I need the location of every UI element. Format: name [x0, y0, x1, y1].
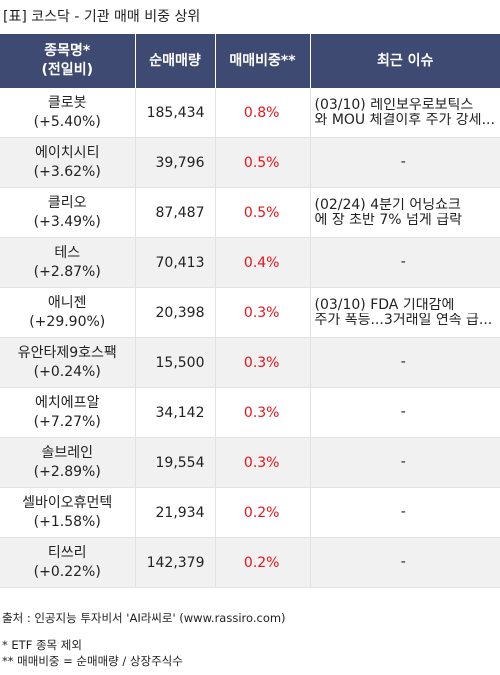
trading-ratio: 0.3%	[214, 387, 310, 438]
net-volume: 185,434	[134, 88, 215, 138]
stock-name: 에이치시티	[35, 144, 100, 161]
stock-change: (+3.62%)	[33, 163, 101, 180]
recent-issue: -	[309, 537, 500, 588]
stock-name-cell: 클리오 (+3.49%)	[0, 187, 135, 238]
table-row: 테스 (+2.87%) 70,413 0.4% -	[0, 237, 500, 288]
source-note: 출처 : 인공지능 투자비서 'AI라씨로' (www.rassiro.com)	[2, 611, 286, 625]
recent-issue: -	[309, 337, 500, 388]
stock-change: (+2.87%)	[33, 263, 101, 280]
stock-name: 유안타제9호스팩	[17, 344, 117, 361]
stock-name-cell: 유안타제9호스팩 (+0.24%)	[0, 337, 135, 388]
trading-ratio: 0.5%	[214, 137, 310, 188]
header-issue: 최근 이슈	[309, 34, 500, 88]
trading-ratio: 0.3%	[214, 437, 310, 488]
stock-change: (+1.58%)	[33, 513, 101, 530]
table-row: 에치에프알 (+7.27%) 34,142 0.3% -	[0, 387, 500, 438]
stock-name-cell: 티쓰리 (+0.22%)	[0, 537, 135, 588]
issue-line-1: (02/24) 4분기 어닝쇼크	[314, 197, 461, 213]
stock-name-cell: 에이치시티 (+3.62%)	[0, 137, 135, 188]
net-volume: 21,934	[134, 487, 215, 538]
table-row: 셀바이오휴먼텍 (+1.58%) 21,934 0.2% -	[0, 487, 500, 538]
table-row: 클로봇 (+5.40%) 185,434 0.8% (03/10) 레인보우로보…	[0, 88, 500, 138]
stock-name-cell: 애니젠 (+29.90%)	[0, 287, 135, 338]
stock-name-cell: 클로봇 (+5.40%)	[0, 88, 135, 138]
stock-change: (+5.40%)	[33, 113, 101, 130]
issue-line-2: 주가 폭등...3거래일 연속 급...	[314, 312, 493, 328]
trading-ratio: 0.5%	[214, 187, 310, 238]
recent-issue: -	[309, 387, 500, 438]
header-name-line1: 종목명*	[44, 43, 91, 59]
net-volume: 34,142	[134, 387, 215, 438]
stock-name: 클로봇	[47, 94, 87, 111]
header-name: 종목명* (전일비)	[0, 34, 135, 88]
net-volume: 20,398	[134, 287, 215, 338]
stock-name: 테스	[54, 244, 81, 261]
recent-issue: -	[309, 437, 500, 488]
table-row: 티쓰리 (+0.22%) 142,379 0.2% -	[0, 537, 500, 588]
stock-change: (+0.22%)	[33, 563, 101, 580]
recent-issue: -	[309, 487, 500, 538]
stock-change: (+7.27%)	[33, 413, 101, 430]
recent-issue: -	[309, 137, 500, 188]
header-volume: 순매매량	[134, 34, 215, 88]
table-row: 애니젠 (+29.90%) 20,398 0.3% (03/10) FDA 기대…	[0, 287, 500, 338]
table-row: 에이치시티 (+3.62%) 39,796 0.5% -	[0, 137, 500, 188]
institution-trading-table: 종목명* (전일비) 순매매량 매매비중** 최근 이슈 클로봇 (+5.40%…	[0, 34, 500, 588]
recent-issue: -	[309, 237, 500, 288]
stock-name: 셀바이오휴먼텍	[22, 494, 113, 511]
table-title: [표] 코스닥 - 기관 매매 비중 상위	[3, 9, 201, 25]
net-volume: 39,796	[134, 137, 215, 188]
table-row: 클리오 (+3.49%) 87,487 0.5% (02/24) 4분기 어닝쇼…	[0, 187, 500, 238]
recent-issue: (03/10) FDA 기대감에 주가 폭등...3거래일 연속 급...	[309, 287, 500, 338]
trading-ratio: 0.2%	[214, 487, 310, 538]
stock-change: (+0.24%)	[33, 363, 101, 380]
recent-issue: (02/24) 4분기 어닝쇼크 에 장 초반 7% 넘게 급락	[309, 187, 500, 238]
stock-name: 에치에프알	[35, 394, 100, 411]
net-volume: 70,413	[134, 237, 215, 288]
stock-name: 티쓰리	[47, 544, 87, 561]
stock-change: (+29.90%)	[29, 313, 106, 330]
issue-line-2: 에 장 초반 7% 넘게 급락	[314, 212, 463, 228]
ratio-footnote: ** 매매비중 = 순매매량 / 상장주식수	[2, 654, 183, 668]
trading-ratio: 0.2%	[214, 537, 310, 588]
issue-line-2: 와 MOU 체결이후 주가 강세...	[314, 112, 495, 128]
stock-change: (+3.49%)	[33, 213, 101, 230]
issue-line-1: (03/10) 레인보우로보틱스	[314, 97, 474, 113]
header-row: 종목명* (전일비) 순매매량 매매비중** 최근 이슈	[0, 34, 500, 88]
stock-change: (+2.89%)	[33, 463, 101, 480]
recent-issue: (03/10) 레인보우로보틱스 와 MOU 체결이후 주가 강세...	[309, 88, 500, 138]
issue-line-1: (03/10) FDA 기대감에	[314, 297, 455, 313]
stock-name-cell: 셀바이오휴먼텍 (+1.58%)	[0, 487, 135, 538]
header-name-line2: (전일비)	[41, 62, 93, 78]
stock-name-cell: 에치에프알 (+7.27%)	[0, 387, 135, 438]
header-ratio: 매매비중**	[214, 34, 310, 88]
net-volume: 87,487	[134, 187, 215, 238]
net-volume: 142,379	[134, 537, 215, 588]
stock-name: 클리오	[47, 194, 87, 211]
trading-ratio: 0.4%	[214, 237, 310, 288]
stock-name-cell: 테스 (+2.87%)	[0, 237, 135, 288]
net-volume: 19,554	[134, 437, 215, 488]
trading-ratio: 0.3%	[214, 337, 310, 388]
stock-name: 솔브레인	[41, 444, 94, 461]
net-volume: 15,500	[134, 337, 215, 388]
trading-ratio: 0.3%	[214, 287, 310, 338]
trading-ratio: 0.8%	[214, 88, 310, 138]
table-row: 유안타제9호스팩 (+0.24%) 15,500 0.3% -	[0, 337, 500, 388]
stock-name-cell: 솔브레인 (+2.89%)	[0, 437, 135, 488]
table-row: 솔브레인 (+2.89%) 19,554 0.3% -	[0, 437, 500, 488]
etf-footnote: * ETF 종목 제외	[2, 638, 82, 652]
stock-name: 애니젠	[47, 294, 87, 311]
